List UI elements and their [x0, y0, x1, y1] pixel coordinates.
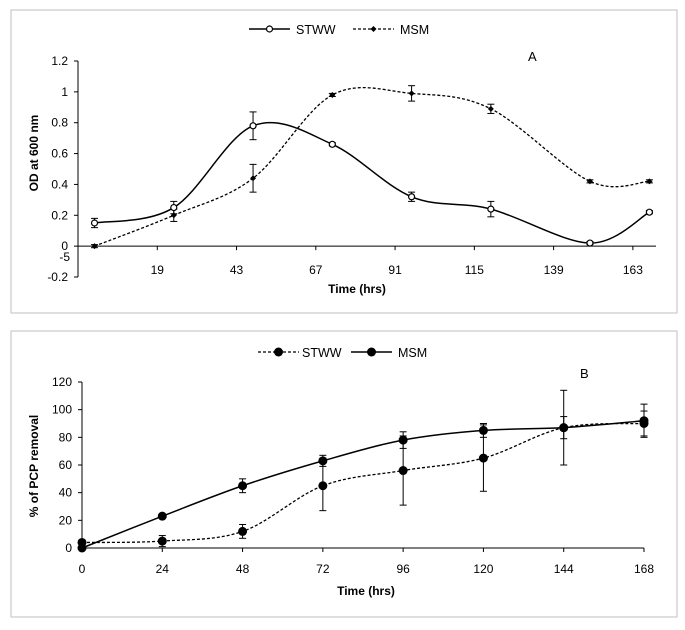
data-point-b-msm [559, 423, 569, 433]
series-line-a-msm [94, 86, 650, 247]
legend-a-msm-marker [370, 26, 377, 32]
data-point-a-stww [407, 193, 416, 201]
data-point-b-stww [238, 526, 248, 536]
x-axis-title-a: Time (hrs) [328, 282, 386, 296]
x-tick-label-b: 144 [554, 562, 574, 576]
x-tick-label-a: -5 [59, 250, 70, 264]
y-tick-label-a: -0.2 [47, 270, 68, 284]
panel-b-border [10, 330, 678, 618]
data-point-a-stww [249, 122, 257, 130]
data-point-a-stww [170, 203, 178, 212]
data-point-b-msm [157, 511, 167, 521]
legend-a: STWW MSM [249, 23, 429, 37]
y-tick-label-a: 0 [61, 239, 68, 253]
y-tick-label-b: 80 [59, 430, 73, 444]
data-point-b-stww [157, 536, 167, 546]
legend-a-msm-label: MSM [400, 23, 429, 37]
y-tick-label-a: 0.6 [51, 147, 68, 161]
data-point-b-msm [398, 435, 408, 445]
legend-b-stww-marker [274, 347, 283, 357]
x-tick-label-a: 91 [388, 263, 402, 277]
y-tick-label-b: 20 [59, 513, 73, 527]
y-tick-label-a: 0.2 [51, 208, 68, 222]
y-tick-label-b: 60 [59, 458, 73, 472]
series-line-b-stww [81, 422, 645, 544]
data-point-b-stww [398, 466, 408, 476]
y-axis-title-b: % of PCP removal [27, 415, 41, 517]
y-tick-label-b: 0 [65, 541, 72, 555]
legend-b-stww-label: STWW [302, 346, 342, 360]
data-point-a-msm [91, 243, 98, 250]
legend-a-stww-label: STWW [296, 23, 336, 37]
x-tick-label-a: 19 [151, 263, 165, 277]
legend-a-stww-marker [265, 25, 274, 33]
data-point-a-msm [329, 91, 336, 98]
data-point-b-msm [639, 416, 649, 426]
x-tick-label-b: 120 [473, 562, 493, 576]
legend-b-msm-label: MSM [398, 346, 427, 360]
panel-b-label: B [580, 366, 589, 381]
data-point-b-msm [318, 456, 328, 466]
data-point-b-msm [238, 481, 248, 491]
series-line-a-stww [94, 121, 650, 244]
data-point-a-msm [487, 105, 494, 112]
chart-panel-b: STWW MSM B % of PCP removal Time (hrs) 0… [10, 330, 678, 618]
x-tick-label-a: 43 [230, 263, 244, 277]
x-tick-label-b: 48 [236, 562, 250, 576]
y-tick-label-a: 1.2 [51, 54, 68, 68]
x-tick-label-b: 0 [79, 562, 86, 576]
data-point-a-msm [170, 212, 177, 219]
y-tick-label-a: 0.8 [51, 116, 68, 130]
legend-b-msm-marker [367, 347, 376, 357]
x-tick-label-a: 67 [309, 263, 323, 277]
data-point-a-stww [328, 140, 336, 148]
x-tick-label-b: 96 [396, 562, 410, 576]
data-point-a-stww [90, 219, 99, 227]
data-point-a-msm [646, 178, 653, 185]
legend-b: STWW MSM [258, 346, 427, 360]
data-point-b-stww [478, 453, 488, 463]
data-point-a-stww [487, 205, 495, 213]
data-point-a-msm [250, 175, 257, 182]
x-tick-label-b: 24 [156, 562, 170, 576]
y-tick-label-a: 0.4 [51, 177, 68, 191]
panel-a-border [10, 9, 678, 314]
data-point-b-stww [318, 481, 328, 491]
x-tick-label-b: 72 [316, 562, 330, 576]
y-tick-label-b: 120 [52, 375, 72, 389]
x-tick-label-a: 139 [544, 263, 564, 277]
y-tick-label-b: 100 [52, 403, 72, 417]
data-point-b-msm [77, 543, 87, 553]
y-tick-label-b: 40 [59, 486, 73, 500]
data-point-a-msm [408, 90, 415, 97]
chart-panel-a: STWW MSM A OD at 600 nm Time (hrs) -0.2 0… [10, 9, 678, 314]
panel-a-label: A [528, 49, 537, 64]
data-point-a-stww [645, 208, 653, 216]
data-point-a-msm [586, 178, 593, 185]
data-point-a-stww [586, 239, 594, 247]
data-point-b-msm [478, 425, 488, 435]
y-axis-title-a: OD at 600 nm [27, 115, 41, 192]
x-tick-label-a: 163 [623, 263, 643, 277]
y-tick-label-a: 1 [61, 85, 68, 99]
x-tick-label-a: 115 [465, 263, 484, 277]
x-axis-title-b: Time (hrs) [337, 584, 395, 598]
x-tick-label-b: 168 [634, 562, 654, 576]
